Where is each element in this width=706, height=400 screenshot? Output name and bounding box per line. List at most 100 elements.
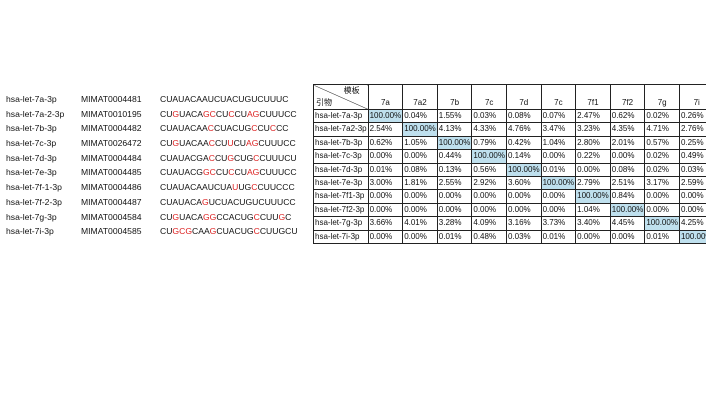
mirna-name: hsa-let-7f-2-3p xyxy=(6,196,62,207)
mismatch-bases: G xyxy=(172,108,180,119)
mismatch-bases: C xyxy=(251,182,258,193)
sequence-segment: CUUGCU xyxy=(259,226,298,237)
sequence-segment: CUUCCC xyxy=(257,182,295,193)
value-cell: 0.02% xyxy=(644,162,680,178)
sequence-segment: CUG xyxy=(234,152,254,163)
sequence-segment: UACA xyxy=(179,211,203,222)
value-cell: 2.79% xyxy=(575,176,611,191)
table-row: hsa-let-7d-3p 0.01% 0.08% 0.13% 0.56% 100.00%… xyxy=(313,162,706,178)
sequence-segment: CUAUACAA xyxy=(160,123,208,134)
mismatch-bases: AG xyxy=(246,167,260,178)
value-cell: 0.44% xyxy=(436,149,473,164)
value-cell: 0.00% xyxy=(540,189,577,204)
matched-value-cell: 100.00% xyxy=(436,135,473,151)
sequence-segment: UG xyxy=(238,182,252,193)
sequence-segment: CUUUCC xyxy=(259,167,297,178)
value-cell: 0.08% xyxy=(505,108,542,124)
value-cell: 3.47% xyxy=(540,122,577,137)
column-header: 7f1 xyxy=(575,84,611,110)
value-cell: 0.00% xyxy=(436,202,473,218)
sequence-segment: CU xyxy=(160,211,173,222)
mismatch-bases: U xyxy=(232,182,239,193)
primer-name-cell: hsa-let-7g-3p xyxy=(313,216,369,231)
matched-value-cell: 100.00% xyxy=(609,202,646,218)
value-cell: 0.00% xyxy=(678,202,706,218)
mirna-name: hsa-let-7a-3p xyxy=(6,94,57,104)
sequence-segment: CU xyxy=(234,108,247,119)
value-cell: 2.76% xyxy=(678,122,706,137)
mismatch-bases: G xyxy=(172,138,180,149)
value-cell: 0.00% xyxy=(471,202,507,218)
sequence-segment: CUACUG xyxy=(213,123,252,134)
matched-value-cell: 100.00% xyxy=(367,108,404,124)
value-cell: 0.00% xyxy=(575,162,611,178)
value-cell: 0.08% xyxy=(402,162,438,178)
value-cell: 4.33% xyxy=(471,122,507,137)
value-cell: 0.00% xyxy=(367,149,404,164)
mirbase-accession: MIMAT0026472 xyxy=(81,138,142,149)
table-row: hsa-let-7a-3p 100.00% 0.04% 1.55% 0.03% 0.08%… xyxy=(313,108,706,124)
mirbase-accession: MIMAT0010195 xyxy=(81,108,142,119)
mirna-name: hsa-let-7a-2-3p xyxy=(6,108,65,119)
mirbase-accession: MIMAT0004485 xyxy=(81,167,142,178)
mismatch-bases: GC xyxy=(202,167,216,178)
table-row: hsa-let-7e-3p 3.00% 1.81% 2.55% 2.92% 3.60% 10… xyxy=(313,176,706,191)
sequence-segment: CUU xyxy=(259,211,279,222)
value-cell: 0.03% xyxy=(505,229,542,245)
column-header: 7i xyxy=(678,84,706,110)
mismatch-bases: G xyxy=(209,226,217,237)
mismatch-bases: C xyxy=(253,226,260,237)
table-row: hsa-let-7f2-3p 0.00% 0.00% 0.00% 0.00% 0.00% 0… xyxy=(313,202,706,218)
sequence-segment: CU xyxy=(257,123,270,134)
column-header: 7c xyxy=(540,84,577,110)
value-cell: 0.00% xyxy=(540,202,577,218)
value-cell: 2.92% xyxy=(471,176,507,191)
value-cell: 4.09% xyxy=(471,216,507,231)
column-header: 7c xyxy=(471,84,507,110)
value-cell: 0.00% xyxy=(644,189,680,204)
mirna-name: hsa-let-7c-3p xyxy=(6,138,57,149)
value-cell: 0.01% xyxy=(540,229,577,245)
value-cell: 1.05% xyxy=(402,135,438,151)
sequence-segment: CU xyxy=(160,226,173,237)
value-cell: 0.14% xyxy=(505,149,542,164)
column-header: 7a xyxy=(367,84,404,110)
value-cell: 0.02% xyxy=(644,108,680,124)
sequence-segment: CU xyxy=(233,138,246,149)
sequence-segment: CUAUACGA xyxy=(160,152,209,163)
sequence-segment: C xyxy=(285,211,292,222)
value-cell: 3.17% xyxy=(644,176,680,191)
value-cell: 0.84% xyxy=(609,189,646,204)
value-cell: 3.00% xyxy=(367,176,404,191)
value-cell: 4.71% xyxy=(644,122,680,137)
mirna-sequence: CUGUACAACCUUCUAGCUUUCC xyxy=(160,136,296,151)
sequence-segment: UACA xyxy=(179,108,203,119)
cross-reactivity-table: 模板 引物 7a 7a2 7b 7c 7d 7c 7f1 7f2 7g 7i hsa-let-7a… xyxy=(313,84,706,245)
value-cell: 3.40% xyxy=(575,216,611,231)
sequence-segment: CUUUCC xyxy=(259,108,297,119)
value-cell: 0.62% xyxy=(367,135,404,151)
column-header: 7a2 xyxy=(402,84,438,110)
sequence-segment: CU xyxy=(234,167,247,178)
value-cell: 0.08% xyxy=(609,162,646,178)
value-cell: 0.01% xyxy=(540,162,577,178)
primer-name-cell: hsa-let-7f1-3p xyxy=(313,189,369,204)
mismatch-bases: GCG xyxy=(172,226,192,237)
value-cell: 0.00% xyxy=(678,189,706,204)
mirna-sequence: CUAUACGACCUGCUGCCUUUCU xyxy=(160,151,297,166)
value-cell: 0.02% xyxy=(644,149,680,164)
value-cell: 2.55% xyxy=(436,176,473,191)
value-cell: 0.00% xyxy=(505,189,542,204)
value-cell: 0.00% xyxy=(644,202,680,218)
column-header: 7b xyxy=(436,84,473,110)
mismatch-bases: C xyxy=(269,123,277,134)
primer-name-cell: hsa-let-7b-3p xyxy=(313,135,369,151)
mirbase-accession: MIMAT0004487 xyxy=(81,196,142,207)
value-cell: 2.80% xyxy=(575,135,611,151)
value-cell: 0.04% xyxy=(402,108,438,124)
value-cell: 4.01% xyxy=(402,216,438,231)
value-cell: 0.42% xyxy=(505,135,542,151)
value-cell: 4.45% xyxy=(609,216,646,231)
mirna-sequence: CUAUACAACCUACUGCCUCCC xyxy=(160,121,289,136)
sequence-segment: CU xyxy=(214,152,228,163)
